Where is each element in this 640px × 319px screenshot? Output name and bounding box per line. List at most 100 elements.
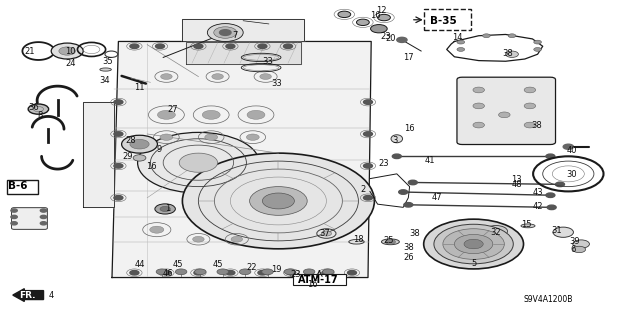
- Text: 14: 14: [452, 33, 463, 42]
- Text: 31: 31: [552, 226, 562, 235]
- Text: 38: 38: [531, 121, 541, 130]
- Text: 29: 29: [123, 152, 133, 161]
- Ellipse shape: [391, 135, 403, 143]
- Text: 10: 10: [65, 47, 76, 56]
- Circle shape: [40, 209, 47, 212]
- Circle shape: [553, 227, 573, 237]
- Circle shape: [207, 24, 243, 41]
- Circle shape: [130, 44, 139, 48]
- Circle shape: [573, 246, 586, 253]
- Text: 15: 15: [521, 220, 531, 229]
- Text: 4: 4: [49, 291, 54, 300]
- Circle shape: [258, 271, 267, 275]
- Text: 47: 47: [431, 193, 442, 202]
- FancyBboxPatch shape: [293, 274, 346, 285]
- Text: 12: 12: [376, 6, 387, 15]
- Circle shape: [260, 74, 271, 79]
- Circle shape: [130, 139, 149, 149]
- Circle shape: [114, 100, 123, 104]
- Circle shape: [546, 154, 555, 159]
- Text: 36: 36: [28, 103, 38, 112]
- Text: 39: 39: [570, 237, 580, 246]
- Circle shape: [397, 37, 407, 42]
- Circle shape: [11, 222, 17, 225]
- Circle shape: [457, 48, 465, 51]
- Circle shape: [262, 269, 273, 275]
- Text: 24: 24: [65, 59, 76, 68]
- Circle shape: [258, 44, 267, 48]
- Text: 38: 38: [502, 49, 513, 58]
- Text: 40: 40: [566, 146, 577, 155]
- Circle shape: [231, 236, 243, 242]
- Circle shape: [457, 40, 465, 44]
- Circle shape: [323, 269, 334, 275]
- Text: 3: 3: [392, 137, 397, 145]
- Circle shape: [40, 215, 47, 219]
- Circle shape: [212, 74, 223, 79]
- Text: 43: 43: [532, 188, 543, 197]
- Polygon shape: [186, 42, 301, 64]
- Circle shape: [246, 134, 259, 140]
- Circle shape: [179, 153, 218, 172]
- Circle shape: [262, 193, 294, 209]
- Circle shape: [194, 44, 203, 48]
- Circle shape: [205, 134, 218, 140]
- Circle shape: [138, 132, 259, 193]
- FancyBboxPatch shape: [7, 180, 38, 194]
- Text: 30: 30: [566, 170, 577, 179]
- Text: 16: 16: [146, 162, 156, 171]
- Circle shape: [443, 229, 504, 259]
- Circle shape: [284, 269, 296, 275]
- Text: 2: 2: [360, 185, 365, 194]
- Circle shape: [508, 34, 516, 38]
- Circle shape: [385, 239, 396, 244]
- Circle shape: [182, 153, 374, 249]
- Text: 19: 19: [271, 265, 282, 274]
- Circle shape: [239, 269, 251, 275]
- FancyArrow shape: [13, 289, 44, 301]
- Text: 41: 41: [425, 156, 435, 165]
- Text: 27: 27: [168, 105, 178, 114]
- Circle shape: [114, 164, 123, 168]
- Circle shape: [226, 271, 235, 275]
- Text: 23: 23: [379, 159, 389, 168]
- Circle shape: [524, 122, 536, 128]
- Circle shape: [484, 226, 508, 237]
- Circle shape: [547, 205, 556, 210]
- Circle shape: [226, 44, 235, 48]
- Circle shape: [563, 144, 573, 149]
- Text: 38: 38: [403, 243, 413, 252]
- Circle shape: [364, 132, 372, 136]
- Text: 17: 17: [403, 53, 413, 62]
- Circle shape: [556, 182, 564, 187]
- Text: 9: 9: [156, 145, 161, 154]
- Circle shape: [321, 231, 332, 236]
- Circle shape: [473, 122, 484, 128]
- Text: 35: 35: [102, 57, 113, 66]
- Circle shape: [454, 234, 493, 254]
- Text: 38: 38: [410, 229, 420, 238]
- FancyBboxPatch shape: [12, 208, 47, 229]
- Text: 42: 42: [532, 202, 543, 211]
- Circle shape: [364, 100, 372, 104]
- Circle shape: [40, 222, 47, 225]
- Circle shape: [399, 190, 408, 194]
- Text: 33: 33: [262, 57, 273, 66]
- Circle shape: [214, 27, 237, 38]
- Circle shape: [524, 103, 536, 109]
- Circle shape: [408, 180, 417, 185]
- Text: 13: 13: [511, 175, 522, 184]
- Text: 26: 26: [403, 253, 413, 262]
- Circle shape: [11, 209, 17, 212]
- Circle shape: [338, 11, 351, 18]
- Circle shape: [193, 236, 204, 242]
- Circle shape: [473, 87, 484, 93]
- Text: 16: 16: [370, 11, 380, 20]
- Text: 18: 18: [353, 235, 364, 244]
- Circle shape: [195, 269, 206, 275]
- Text: B-6: B-6: [8, 181, 28, 191]
- Circle shape: [356, 19, 369, 26]
- Text: 32: 32: [491, 228, 501, 237]
- Circle shape: [161, 74, 172, 79]
- Circle shape: [364, 164, 372, 168]
